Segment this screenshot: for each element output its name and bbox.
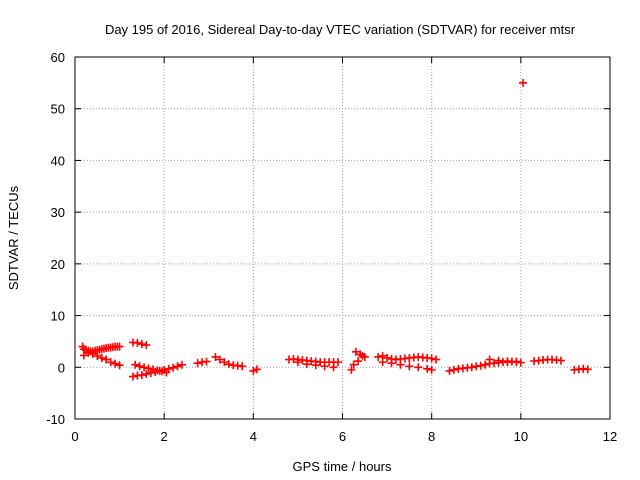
- data-point: [519, 78, 528, 87]
- data-point: [556, 356, 565, 365]
- data-point: [106, 358, 115, 367]
- x-tick-label: 4: [250, 429, 257, 444]
- data-point: [211, 352, 220, 361]
- data-point: [153, 366, 162, 375]
- data-point: [302, 360, 311, 369]
- data-point: [115, 342, 124, 351]
- data-point: [427, 354, 436, 363]
- y-tick-label: 60: [51, 50, 65, 65]
- data-point: [162, 368, 171, 377]
- axis-ticks: 0 2 4 6 8 10 12 -10 0 10 20 30 40 50 60: [46, 50, 617, 444]
- data-point: [311, 361, 320, 370]
- y-tick-label: 0: [58, 360, 65, 375]
- data-point: [169, 363, 178, 372]
- data-point: [358, 351, 367, 360]
- data-point: [178, 360, 186, 369]
- data-point: [111, 359, 120, 368]
- chart-title: Day 195 of 2016, Sidereal Day-to-day VTE…: [105, 22, 576, 37]
- x-tick-label: 12: [603, 429, 617, 444]
- data-point: [249, 366, 258, 375]
- data-point: [387, 359, 396, 368]
- data-point: [84, 348, 93, 357]
- data-point: [351, 347, 360, 356]
- x-tick-label: 2: [161, 429, 168, 444]
- x-tick-label: 6: [339, 429, 346, 444]
- data-point: [88, 349, 97, 358]
- data-point: [334, 358, 343, 367]
- data-point: [516, 358, 525, 367]
- data-point: [193, 359, 202, 368]
- data-point: [224, 360, 233, 369]
- data-point: [494, 356, 503, 365]
- data-point: [128, 372, 137, 381]
- data-point: [252, 365, 261, 374]
- data-point: [79, 351, 88, 360]
- data-point: [131, 360, 140, 369]
- data-point: [405, 362, 414, 371]
- y-tick-label: 20: [51, 257, 65, 272]
- x-tick-label: 10: [514, 429, 528, 444]
- data-point: [423, 364, 432, 373]
- data-point: [320, 362, 329, 371]
- data-point: [93, 351, 102, 360]
- data-point: [133, 338, 142, 347]
- data-series-sdtvar: [78, 78, 592, 381]
- data-point: [149, 365, 158, 374]
- data-point: [220, 358, 229, 367]
- data-point: [432, 355, 441, 364]
- data-point: [485, 355, 494, 364]
- data-point: [354, 357, 363, 366]
- data-point: [481, 360, 490, 369]
- data-point: [374, 352, 383, 361]
- data-point: [329, 363, 338, 372]
- y-tick-label: 30: [51, 205, 65, 220]
- data-point: [476, 361, 485, 370]
- y-tick-label: -10: [46, 412, 65, 427]
- data-point: [115, 361, 124, 370]
- x-tick-label: 0: [71, 429, 78, 444]
- data-point: [349, 360, 358, 369]
- data-point: [445, 366, 454, 375]
- data-point: [378, 358, 387, 367]
- data-point: [414, 363, 423, 372]
- data-point: [142, 341, 151, 350]
- data-point: [140, 363, 149, 372]
- data-point: [427, 365, 436, 374]
- x-tick-label: 8: [428, 429, 435, 444]
- grid-lines: [75, 57, 610, 419]
- data-point: [137, 340, 146, 349]
- data-point: [512, 357, 521, 366]
- data-point: [293, 358, 302, 367]
- data-point: [467, 363, 476, 372]
- data-point: [202, 357, 211, 366]
- data-point: [383, 353, 392, 362]
- data-point: [215, 355, 224, 364]
- y-tick-label: 40: [51, 153, 65, 168]
- y-tick-label: 10: [51, 309, 65, 324]
- data-point: [347, 365, 356, 374]
- data-point: [144, 364, 153, 373]
- data-point: [97, 353, 106, 362]
- data-point: [173, 362, 182, 371]
- data-point: [142, 370, 151, 379]
- x-axis-label: GPS time / hours: [293, 459, 392, 474]
- plot-area-frame: [74, 56, 611, 420]
- y-axis-label: SDTVAR / TECUs: [6, 185, 21, 290]
- data-point: [396, 360, 405, 369]
- data-point: [238, 362, 247, 371]
- data-point: [449, 365, 458, 374]
- data-point: [137, 371, 146, 380]
- data-point: [583, 365, 592, 374]
- data-point: [503, 357, 512, 366]
- data-point: [157, 367, 166, 376]
- data-point: [135, 362, 144, 371]
- data-point: [102, 355, 111, 364]
- y-tick-label: 50: [51, 102, 65, 117]
